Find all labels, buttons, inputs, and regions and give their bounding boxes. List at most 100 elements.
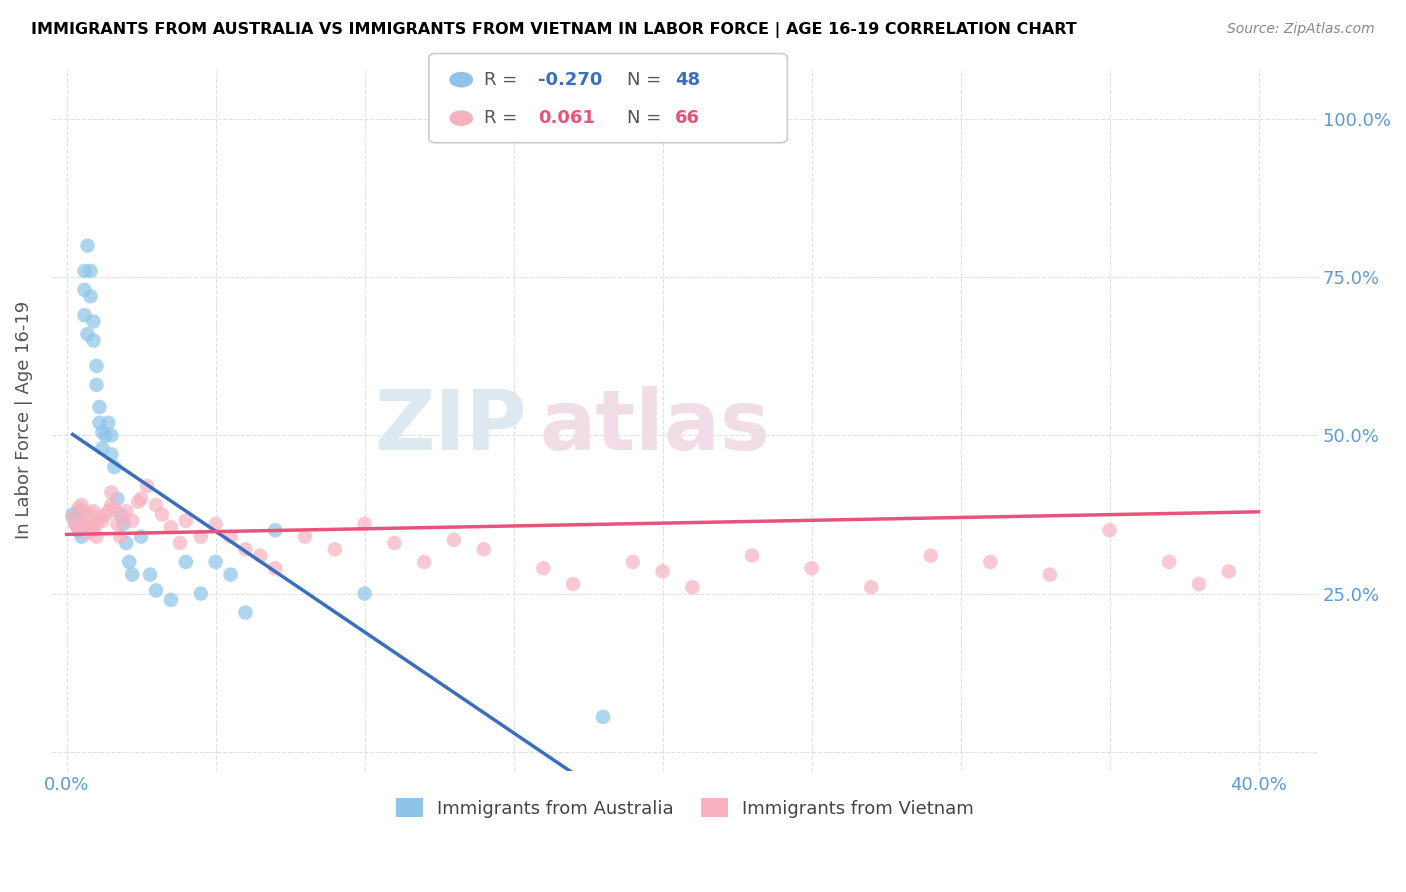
- Point: [67, 514, 90, 528]
- Point: [91, 425, 114, 440]
- Point: [67, 520, 90, 534]
- Point: [562, 577, 585, 591]
- Text: IMMIGRANTS FROM AUSTRALIA VS IMMIGRANTS FROM VIETNAM IN LABOR FORCE | AGE 16-19 : IMMIGRANTS FROM AUSTRALIA VS IMMIGRANTS …: [31, 22, 1077, 38]
- Y-axis label: In Labor Force | Age 16-19: In Labor Force | Age 16-19: [15, 301, 32, 539]
- Point: [70, 504, 93, 518]
- Text: atlas: atlas: [540, 386, 770, 467]
- Point: [160, 520, 183, 534]
- Point: [110, 530, 132, 544]
- Point: [73, 283, 96, 297]
- Point: [249, 549, 271, 563]
- Point: [860, 580, 883, 594]
- Point: [118, 555, 141, 569]
- Point: [79, 264, 101, 278]
- Point: [86, 377, 108, 392]
- Text: 66: 66: [675, 109, 700, 128]
- Point: [121, 514, 143, 528]
- Point: [82, 504, 104, 518]
- Point: [235, 606, 257, 620]
- Point: [190, 530, 212, 544]
- Point: [70, 520, 93, 534]
- Point: [979, 555, 1001, 569]
- Point: [67, 504, 90, 518]
- Point: [86, 359, 108, 373]
- Text: R =: R =: [484, 109, 529, 128]
- Point: [62, 510, 84, 524]
- Point: [94, 428, 117, 442]
- Point: [472, 542, 495, 557]
- Point: [100, 485, 122, 500]
- Point: [531, 561, 554, 575]
- Point: [219, 567, 242, 582]
- Point: [204, 555, 226, 569]
- Point: [76, 327, 98, 342]
- Text: ZIP: ZIP: [374, 386, 527, 467]
- Point: [139, 567, 162, 582]
- Point: [1098, 524, 1121, 538]
- Point: [169, 536, 191, 550]
- Point: [204, 516, 226, 531]
- Point: [65, 516, 87, 531]
- Point: [82, 334, 104, 348]
- Point: [112, 516, 135, 531]
- Point: [353, 516, 375, 531]
- Point: [112, 510, 135, 524]
- Point: [100, 428, 122, 442]
- Point: [121, 567, 143, 582]
- Text: 48: 48: [675, 70, 700, 88]
- Point: [89, 510, 111, 524]
- Point: [621, 555, 644, 569]
- Point: [67, 524, 90, 538]
- Point: [129, 491, 152, 506]
- Point: [103, 501, 125, 516]
- Point: [651, 565, 673, 579]
- Point: [91, 514, 114, 528]
- Text: Source: ZipAtlas.com: Source: ZipAtlas.com: [1227, 22, 1375, 37]
- Point: [73, 520, 96, 534]
- Point: [70, 530, 93, 544]
- Point: [443, 533, 465, 547]
- Point: [592, 710, 614, 724]
- Point: [174, 555, 197, 569]
- Point: [89, 416, 111, 430]
- Point: [136, 479, 159, 493]
- Point: [91, 441, 114, 455]
- Point: [82, 524, 104, 538]
- Point: [76, 514, 98, 528]
- Point: [73, 264, 96, 278]
- Point: [97, 416, 120, 430]
- Point: [103, 460, 125, 475]
- Point: [115, 536, 138, 550]
- Point: [70, 498, 93, 512]
- Point: [264, 524, 287, 538]
- Point: [76, 526, 98, 541]
- Point: [89, 400, 111, 414]
- Point: [264, 561, 287, 575]
- Point: [115, 504, 138, 518]
- Point: [920, 549, 942, 563]
- Point: [76, 238, 98, 252]
- Point: [62, 508, 84, 522]
- Point: [100, 498, 122, 512]
- Point: [384, 536, 406, 550]
- Point: [105, 516, 128, 531]
- Text: R =: R =: [484, 70, 523, 88]
- Point: [79, 289, 101, 303]
- Point: [235, 542, 257, 557]
- Point: [145, 583, 167, 598]
- Point: [70, 516, 93, 531]
- Text: N =: N =: [627, 70, 666, 88]
- Point: [323, 542, 346, 557]
- Point: [100, 447, 122, 461]
- Text: -0.270: -0.270: [538, 70, 603, 88]
- Point: [1188, 577, 1211, 591]
- Point: [110, 508, 132, 522]
- Point: [174, 514, 197, 528]
- Point: [67, 501, 90, 516]
- Point: [73, 308, 96, 322]
- Point: [70, 510, 93, 524]
- Point: [219, 530, 242, 544]
- Point: [150, 508, 173, 522]
- Point: [105, 491, 128, 506]
- Point: [94, 508, 117, 522]
